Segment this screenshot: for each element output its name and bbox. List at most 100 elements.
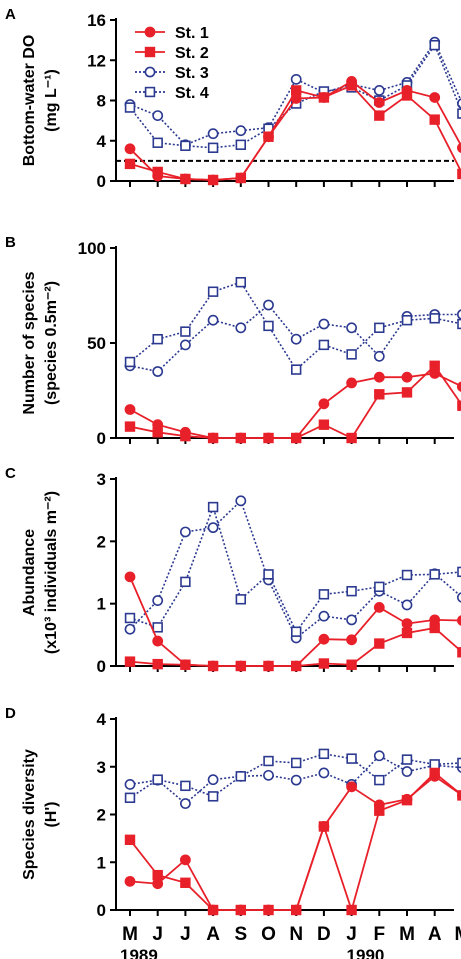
y-tick-label: 0: [97, 657, 106, 676]
data-point: [179, 798, 191, 809]
panel-letter: A: [5, 6, 16, 23]
data-point: [152, 333, 163, 345]
data-point: [373, 602, 385, 613]
data-point: [290, 73, 302, 85]
data-point: [373, 750, 385, 762]
data-point: [263, 755, 274, 767]
y-tick-label: 4: [97, 710, 107, 729]
data-point: [290, 364, 302, 375]
series-line: [129, 281, 461, 371]
data-point: [429, 92, 441, 103]
data-point: [180, 430, 191, 442]
data-point: [457, 790, 461, 801]
y-axis-label: (x10³ individuals m⁻²): [43, 491, 60, 654]
data-point: [401, 90, 413, 101]
data-point: [374, 581, 385, 593]
data-point: [457, 757, 461, 769]
data-point: [401, 794, 413, 806]
data-point: [152, 878, 164, 890]
y-axis-label: (H'): [43, 801, 60, 827]
data-point: [207, 660, 219, 672]
y-axis-label: Species diversity: [21, 749, 38, 880]
data-point: [152, 595, 164, 606]
data-point: [346, 349, 357, 360]
data-point: [373, 371, 385, 383]
series-st-2: [124, 767, 461, 916]
series-st-2: [124, 80, 461, 186]
y-tick-label: 3: [97, 470, 106, 489]
y-tick-label: 0: [97, 429, 106, 448]
legend-label: St. 2: [175, 45, 209, 62]
data-point: [152, 427, 163, 438]
data-point: [429, 313, 440, 324]
data-point: [152, 658, 163, 670]
data-point: [179, 339, 191, 351]
data-point: [318, 419, 330, 430]
legend-marker: [144, 66, 156, 78]
data-point: [346, 80, 357, 91]
x-tick-labels: MJJASONDJFMAM19891990: [120, 924, 461, 959]
data-point: [235, 276, 246, 288]
data-point: [152, 774, 163, 785]
y-tick-label: 100: [78, 239, 106, 258]
data-point: [374, 322, 385, 333]
x-tick-label: A: [206, 924, 220, 945]
series-st-1: [124, 770, 461, 916]
x-tick-label: M: [122, 924, 138, 945]
data-point: [457, 400, 461, 411]
data-point: [401, 627, 413, 639]
data-point: [235, 771, 246, 782]
data-point: [124, 875, 136, 887]
data-point: [457, 142, 461, 154]
data-point: [290, 333, 302, 345]
data-point: [179, 526, 191, 538]
year-label: 1989: [120, 946, 158, 959]
data-point: [207, 432, 219, 444]
x-tick-label: J: [152, 924, 163, 945]
data-point: [401, 387, 413, 398]
data-point: [290, 85, 302, 96]
x-tick-label: J: [180, 924, 191, 945]
data-point: [401, 371, 413, 383]
data-point: [373, 350, 385, 362]
y-tick-label: 4: [97, 132, 107, 151]
data-point: [235, 904, 246, 916]
data-point: [124, 421, 136, 432]
data-point: [346, 614, 357, 626]
legend-marker: [144, 86, 156, 98]
data-point: [318, 318, 330, 330]
data-point: [401, 766, 413, 777]
data-point: [401, 314, 413, 326]
series-st-4: [124, 276, 461, 375]
data-point: [318, 610, 330, 622]
series-st-2: [124, 360, 461, 444]
legend-label: St. 3: [175, 65, 209, 82]
data-point: [429, 569, 440, 580]
x-tick-label: S: [234, 924, 247, 945]
series-line: [129, 372, 461, 439]
panel-letter: D: [5, 705, 16, 722]
data-point: [290, 660, 302, 672]
y-tick-label: 50: [87, 334, 106, 353]
data-point: [124, 656, 136, 667]
series-st-1: [124, 367, 461, 444]
y-tick-label: 1: [97, 853, 106, 872]
data-point: [207, 774, 219, 786]
data-point: [374, 805, 385, 816]
data-point: [152, 137, 163, 148]
series-line: [129, 504, 461, 634]
x-tick-label: O: [261, 924, 276, 945]
x-tick-label: D: [317, 924, 331, 945]
data-point: [401, 618, 413, 630]
data-point: [429, 114, 440, 125]
y-axis-label: (species 0.5m⁻²): [43, 281, 60, 405]
data-point: [124, 779, 136, 790]
data-point: [152, 635, 164, 647]
series-st-1: [124, 571, 461, 672]
data-point: [263, 904, 274, 916]
data-point: [346, 753, 357, 764]
data-point: [263, 569, 274, 580]
panel-b: B 0 50 100 Number of species (species 0.5m⁻²): [5, 234, 461, 448]
data-point: [346, 781, 357, 793]
